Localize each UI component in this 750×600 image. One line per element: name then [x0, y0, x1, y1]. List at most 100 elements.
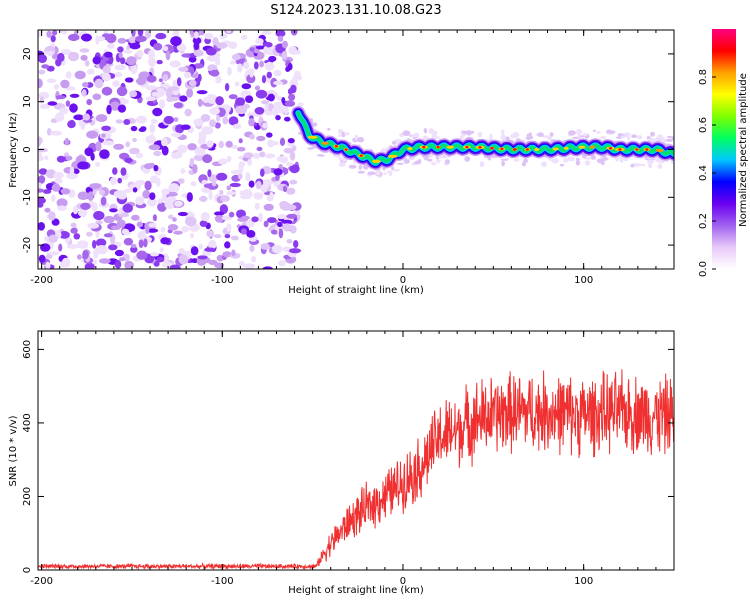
noise-blob	[230, 60, 237, 65]
noise-blob	[243, 152, 254, 159]
noise-blob	[124, 260, 134, 269]
noise-blob	[193, 118, 204, 127]
noise-blob	[215, 75, 222, 84]
noise-blob	[118, 52, 123, 59]
noise-blob	[57, 52, 65, 62]
noise-blob	[198, 132, 207, 142]
noise-blob	[150, 119, 158, 124]
noise-blob	[95, 245, 108, 255]
noise-blob	[208, 190, 213, 201]
noise-blob	[119, 257, 126, 262]
noise-blob	[161, 193, 167, 202]
noise-blob	[38, 175, 46, 184]
noise-blob	[161, 188, 170, 195]
noise-blob	[289, 225, 297, 234]
noise-blob	[214, 122, 221, 129]
noise-blob	[172, 217, 177, 222]
noise-blob	[266, 61, 273, 70]
noise-blob	[87, 191, 94, 201]
noise-blob	[55, 112, 65, 122]
track-halo-blob	[391, 166, 395, 171]
noise-blob	[158, 78, 163, 83]
track-halo-blob	[596, 130, 601, 134]
noise-blob	[216, 172, 228, 181]
noise-blob	[117, 46, 124, 53]
noise-blob	[176, 43, 187, 52]
track-halo-blob	[432, 130, 438, 135]
noise-blob	[198, 243, 203, 250]
noise-blob	[69, 166, 75, 175]
noise-blob	[174, 151, 183, 159]
noise-blob	[95, 141, 102, 152]
noise-blob	[117, 104, 127, 113]
colorbar-tick-label: 0.8	[698, 69, 709, 85]
noise-blob	[254, 85, 261, 91]
noise-blob	[82, 113, 91, 121]
track-halo-blob	[537, 132, 544, 137]
noise-blob	[192, 164, 198, 174]
noise-blob	[130, 243, 137, 248]
noise-blob	[243, 61, 250, 70]
noise-blob	[190, 246, 199, 256]
y-tick-label: 20	[22, 48, 33, 61]
noise-blob	[240, 194, 252, 200]
noise-blob	[55, 95, 66, 100]
track-halo-blob	[344, 132, 350, 136]
noise-blob	[190, 181, 197, 187]
noise-blob	[287, 138, 295, 144]
noise-blob	[231, 249, 236, 257]
noise-blob	[48, 211, 56, 221]
noise-blob	[209, 107, 220, 115]
noise-blob	[235, 97, 246, 107]
noise-blob	[283, 223, 292, 232]
noise-blob	[193, 63, 204, 69]
noise-blob	[38, 188, 45, 193]
noise-blob	[249, 47, 255, 52]
noise-blob	[286, 187, 296, 195]
track-halo-blob	[427, 158, 433, 162]
track-hotspot	[407, 147, 413, 151]
track-halo-blob	[357, 137, 365, 143]
track-halo-blob	[590, 154, 596, 160]
noise-blob	[82, 82, 89, 88]
noise-blob	[218, 140, 224, 149]
track-halo-blob	[392, 169, 401, 172]
track-peak	[334, 145, 338, 148]
track-peak	[618, 148, 622, 151]
noise-blob	[226, 30, 232, 34]
noise-blob	[59, 107, 69, 115]
signal-track	[291, 106, 674, 170]
noise-blob	[53, 84, 60, 90]
noise-blob	[214, 215, 224, 223]
noise-blob	[99, 189, 106, 196]
noise-blob	[231, 53, 241, 61]
track-halo-blob	[650, 131, 655, 137]
noise-blob	[101, 133, 106, 138]
noise-blob	[251, 255, 257, 263]
noise-blob	[226, 155, 232, 163]
noise-blob	[86, 231, 93, 237]
noise-blob	[153, 260, 160, 267]
noise-blob	[241, 34, 248, 40]
noise-blob	[286, 239, 293, 244]
noise-blob	[122, 203, 133, 213]
noise-blob	[51, 218, 60, 226]
x-tick-label: 100	[574, 275, 593, 286]
noise-blob	[114, 249, 124, 257]
noise-blob	[38, 137, 42, 147]
noise-blob	[138, 239, 144, 249]
y-tick-label: -20	[22, 237, 33, 253]
noise-blob	[206, 230, 215, 238]
noise-blob	[288, 93, 296, 101]
noise-blob	[177, 144, 188, 154]
noise-blob	[262, 122, 268, 129]
noise-blob	[271, 229, 278, 235]
noise-blob	[119, 191, 127, 200]
noise-blob	[119, 97, 126, 103]
track-peak	[525, 148, 530, 151]
noise-blob	[67, 244, 79, 249]
noise-blob	[229, 182, 241, 188]
noise-blob	[266, 132, 273, 138]
track-halo-blob	[630, 164, 635, 168]
noise-blob	[160, 226, 166, 233]
